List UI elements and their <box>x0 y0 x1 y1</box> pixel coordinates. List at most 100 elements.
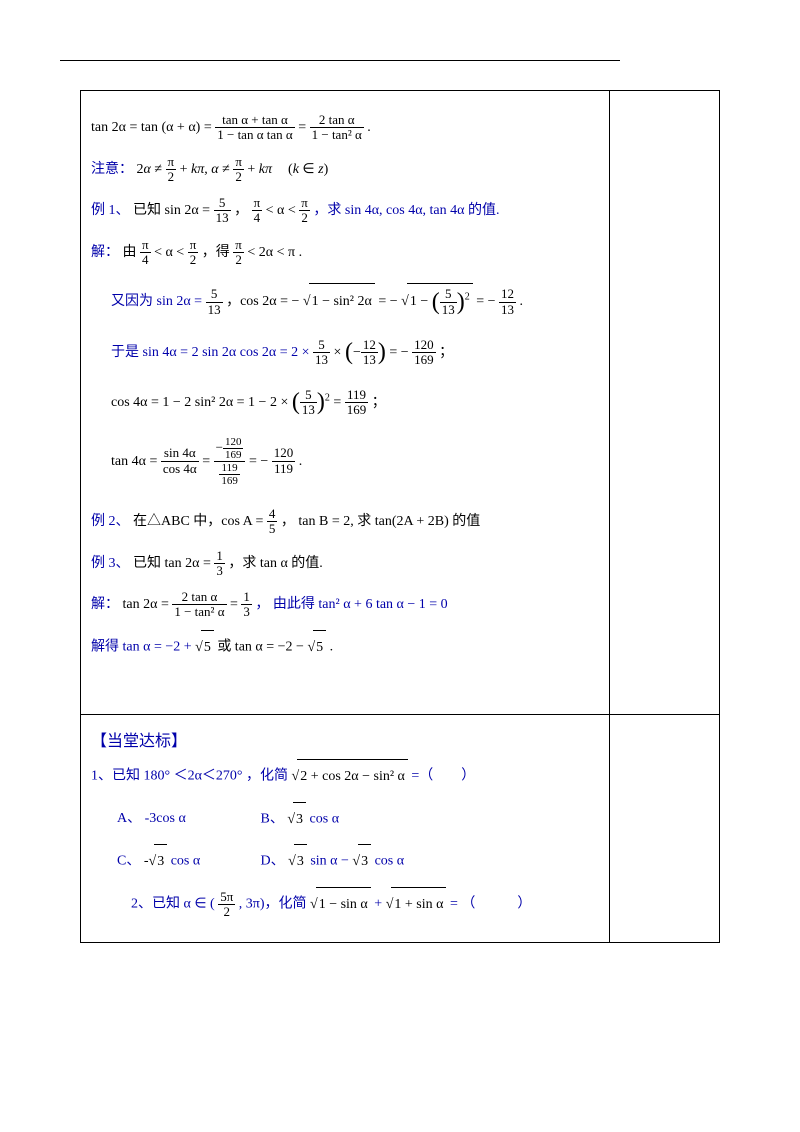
radicand: 1 + sin α <box>391 887 446 922</box>
frac-den: 4 <box>252 211 263 225</box>
sol1-mid: < α < <box>154 245 188 260</box>
radicand: 5 <box>201 630 214 665</box>
q1-text-a: 1、已知 180° ＜2α＜270° ，化简 <box>91 769 292 784</box>
sqrt5-1: 5 <box>195 630 214 665</box>
radicand: 1 − sin α <box>316 887 371 922</box>
frac-num: sin 4α <box>161 446 199 461</box>
page-top-rule <box>60 60 620 61</box>
frac-den: 119169 <box>214 462 246 487</box>
sol-label: 解： <box>91 245 119 260</box>
equals: = <box>202 453 213 468</box>
frac-num: 5 <box>214 196 231 211</box>
ex1-suffix: ，求 sin 4α, cos 4α, tan 4α 的值. <box>313 203 499 218</box>
equals: = − <box>476 294 495 309</box>
frac-den: 2 <box>233 253 244 267</box>
side-cell-1 <box>610 91 720 715</box>
frac-num: 5 <box>206 287 223 302</box>
times: × <box>334 345 345 360</box>
semicolon: ； <box>439 345 453 360</box>
q2-c: = （ ） <box>450 897 531 912</box>
note-line: 注意： 2α ≠ π2 + kπ, α ≠ π2 + kπ(k ∈ z) <box>91 153 599 187</box>
q1-options-row1: A、 -3cos α B、 3 cos α <box>91 802 599 837</box>
radicand: 3 <box>294 844 307 879</box>
sol3c-a: 解得 tan α = −2 + <box>91 639 195 654</box>
frac-den: 3 <box>241 605 252 619</box>
solution3-line1: 解： tan 2α = 2 tan α1 − tan² α = 13 ， 由此得… <box>91 588 599 622</box>
frac-num: 4 <box>267 507 278 522</box>
frac-den: 4 <box>140 253 151 267</box>
frac-num: π <box>252 196 263 211</box>
ex3-b: ，求 tan α 的值. <box>228 556 322 571</box>
sol1-f3: π2 <box>233 238 244 268</box>
frac-den: 119 <box>272 462 296 476</box>
opt-label: C、 <box>117 854 140 869</box>
note-label: 注意： <box>91 162 133 177</box>
note-body: 2α ≠ π2 + kπ, α ≠ π2 + kπ(k ∈ z) <box>137 162 329 177</box>
frac-den: 1 − tan² α <box>310 128 364 142</box>
equals: = <box>333 395 344 410</box>
frac-den: 1 − tan α tan α <box>215 128 294 142</box>
frac-den: 2 <box>166 170 177 184</box>
ex3-a: 已知 tan 2α = <box>133 556 214 571</box>
solution-line-4: cos 4α = 1 − 2 sin² 2α = 1 − 2 × (513)2 … <box>91 385 599 421</box>
sol2-c: = − <box>378 294 397 309</box>
option-b: B、 3 cos α <box>261 802 401 837</box>
frac-den: 13 <box>214 211 231 225</box>
opt-tail: cos α <box>171 854 201 869</box>
section-header: 【当堂达标】 <box>91 727 599 751</box>
opt-mid: sin α − <box>310 854 352 869</box>
frac-num: π <box>233 155 244 170</box>
solution-line-5: tan 4α = sin 4αcos 4α = −120169 119169 =… <box>91 436 599 487</box>
frac-den: 3 <box>214 564 225 578</box>
frac-den: 169 <box>223 449 244 461</box>
opt-tail: cos α <box>310 811 340 826</box>
sol3c-mid: 或 tan α = −2 − <box>217 639 307 654</box>
equals: = <box>230 597 241 612</box>
frac-num: 2 tan α <box>310 113 364 128</box>
equals: = − <box>389 345 408 360</box>
radicand: 1 − (513)2 <box>407 283 473 320</box>
frac-num: 1 <box>214 549 225 564</box>
sol3-body: tan 2α = <box>123 597 173 612</box>
option-d: D、 3 sin α − 3 cos α <box>261 844 461 879</box>
frac-num: 12 <box>361 338 378 353</box>
opt-label: D、 <box>261 854 285 869</box>
sqrt-1-sin2: 1 − sin² 2α <box>303 283 375 320</box>
opt-label: A、 <box>117 811 141 826</box>
ex2-label: 例 2、 <box>91 514 130 529</box>
opt-tail: cos α <box>375 854 405 869</box>
frac-den: 169 <box>412 353 436 367</box>
frac-num: 120 <box>223 436 244 449</box>
sol1-c: < 2α < π . <box>247 245 302 260</box>
period: . <box>520 294 524 309</box>
frac-num: 12 <box>499 287 516 302</box>
frac-den: 2 <box>218 905 235 919</box>
tan2a-frac1: tan α + tan α 1 − tan α tan α <box>215 113 294 143</box>
example-3: 例 3、 已知 tan 2α = 13 ，求 tan α 的值. <box>91 547 599 581</box>
frac-den: 13 <box>361 353 378 367</box>
question-2: 2、已知 α ∈ ( 5π2 , 3π)，化简 1 − sin α + 1 + … <box>91 887 599 922</box>
sqrt5-2: 5 <box>307 630 326 665</box>
question-1: 1、已知 180° ＜2α＜270° ，化简 2 + cos 2α − sin²… <box>91 759 599 794</box>
comma: ， <box>234 203 248 218</box>
radicand: 3 <box>293 802 306 837</box>
frac-num: 5π <box>218 890 235 905</box>
quiz-cell: 【当堂达标】 1、已知 180° ＜2α＜270° ，化简 2 + cos 2α… <box>81 715 610 942</box>
frac-num: π <box>166 155 177 170</box>
frac-den: 2 <box>188 253 199 267</box>
sol1-f1: π4 <box>140 238 151 268</box>
ex1-range-b: π 2 <box>299 196 310 226</box>
frac-den: 13 <box>499 303 516 317</box>
compound-frac: −120169 119169 <box>214 436 246 487</box>
frac-num: 119 <box>345 388 369 403</box>
frac-num: π <box>233 238 244 253</box>
frac-num: 119 <box>219 462 240 475</box>
ex1-range-a: π 4 <box>252 196 263 226</box>
radicand: 2 + cos 2α − sin² α <box>297 759 408 794</box>
sol4-a: cos 4α = 1 − 2 sin² 2α = 1 − 2 × <box>111 395 292 410</box>
opt-label: B、 <box>261 811 284 826</box>
frac-den: 13 <box>206 303 223 317</box>
sol2-b: ，cos 2α = − <box>226 294 299 309</box>
frac-num: tan α + tan α <box>215 113 294 128</box>
frac-num: π <box>188 238 199 253</box>
